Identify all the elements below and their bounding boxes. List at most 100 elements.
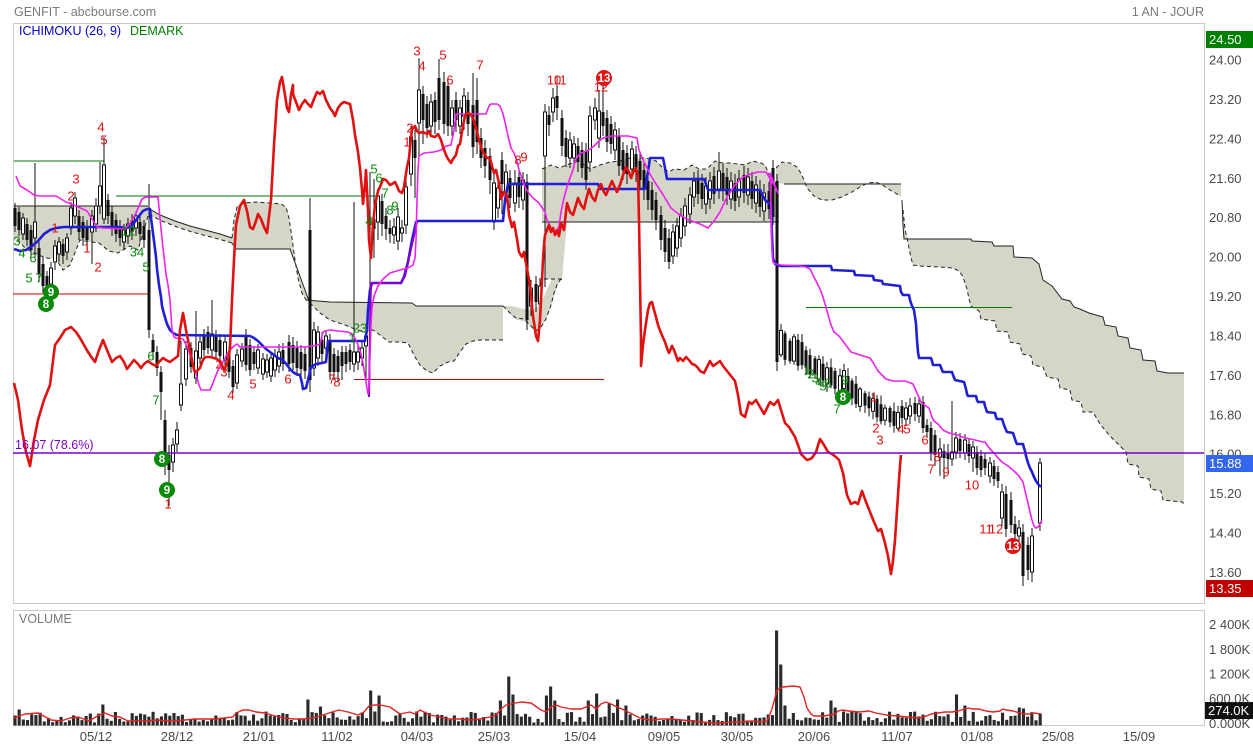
svg-text:01/08: 01/08 (961, 729, 994, 744)
svg-text:5: 5 (249, 377, 256, 392)
svg-text:3: 3 (72, 172, 79, 187)
svg-text:4: 4 (97, 120, 104, 135)
svg-text:11: 11 (553, 73, 567, 88)
svg-text:15/09: 15/09 (1123, 729, 1156, 744)
svg-text:18.40: 18.40 (1209, 328, 1242, 343)
svg-text:11/07: 11/07 (881, 729, 913, 744)
svg-text:1 200K: 1 200K (1209, 667, 1251, 682)
svg-text:7: 7 (381, 186, 388, 201)
svg-text:05/12: 05/12 (80, 729, 113, 744)
svg-text:5: 5 (370, 162, 377, 177)
svg-text:4: 4 (18, 246, 25, 261)
svg-text:8: 8 (333, 375, 340, 390)
svg-text:274.0K: 274.0K (1208, 703, 1250, 718)
svg-text:9: 9 (841, 373, 848, 388)
svg-text:1: 1 (51, 221, 58, 236)
svg-text:2: 2 (872, 421, 879, 436)
svg-text:3: 3 (220, 365, 227, 380)
svg-text:7: 7 (35, 271, 42, 286)
svg-text:15/04: 15/04 (564, 729, 597, 744)
svg-text:7: 7 (833, 402, 840, 417)
svg-text:DEMARK: DEMARK (130, 24, 184, 38)
svg-text:3: 3 (413, 44, 420, 59)
svg-text:8: 8 (514, 153, 521, 168)
svg-text:23: 23 (353, 321, 367, 336)
svg-text:2: 2 (215, 357, 222, 372)
svg-text:9: 9 (520, 150, 527, 165)
svg-text:15.20: 15.20 (1209, 486, 1242, 501)
svg-text:7: 7 (927, 462, 934, 477)
svg-text:20/06: 20/06 (798, 729, 831, 744)
svg-text:28/12: 28/12 (161, 729, 194, 744)
svg-text:VOLUME: VOLUME (19, 612, 72, 626)
svg-text:8: 8 (159, 454, 166, 466)
svg-text:2: 2 (807, 367, 814, 382)
svg-text:12: 12 (989, 522, 1003, 537)
svg-text:21/01: 21/01 (243, 729, 276, 744)
svg-text:09/05: 09/05 (648, 729, 681, 744)
svg-text:10: 10 (965, 478, 979, 493)
svg-text:5: 5 (25, 271, 32, 286)
svg-text:6: 6 (824, 376, 831, 391)
svg-text:6: 6 (29, 251, 36, 266)
svg-text:5: 5 (903, 422, 910, 437)
svg-text:3: 3 (13, 234, 20, 249)
svg-text:0.000K: 0.000K (1209, 716, 1251, 731)
svg-text:6: 6 (446, 73, 453, 88)
svg-text:3: 3 (811, 371, 818, 386)
svg-text:24.00: 24.00 (1209, 53, 1242, 68)
svg-text:9: 9 (48, 287, 54, 299)
svg-text:2 400K: 2 400K (1209, 617, 1251, 632)
svg-text:20.80: 20.80 (1209, 210, 1242, 225)
svg-text:6: 6 (921, 433, 928, 448)
svg-text:1: 1 (83, 241, 90, 256)
svg-text:4: 4 (815, 375, 822, 390)
svg-text:2: 2 (94, 260, 101, 275)
svg-text:13: 13 (1007, 541, 1020, 553)
svg-text:4: 4 (365, 214, 372, 229)
svg-text:12: 12 (121, 224, 135, 239)
svg-text:25/08: 25/08 (1042, 729, 1075, 744)
svg-text:13.35: 13.35 (1209, 581, 1242, 596)
svg-text:17.60: 17.60 (1209, 368, 1242, 383)
svg-text:19.20: 19.20 (1209, 289, 1242, 304)
svg-text:4: 4 (227, 388, 234, 403)
svg-text:16.80: 16.80 (1209, 407, 1242, 422)
svg-text:8: 8 (43, 299, 50, 311)
svg-text:10: 10 (547, 73, 561, 88)
svg-text:1 AN - JOUR: 1 AN - JOUR (1132, 5, 1204, 19)
svg-text:4: 4 (897, 422, 904, 437)
svg-text:34: 34 (130, 245, 144, 260)
svg-text:6: 6 (375, 171, 382, 186)
svg-text:25/03: 25/03 (478, 729, 511, 744)
svg-text:8: 8 (386, 203, 393, 218)
svg-text:5: 5 (142, 260, 149, 275)
svg-text:2: 2 (67, 189, 74, 204)
svg-text:2: 2 (406, 121, 413, 136)
svg-text:4: 4 (418, 59, 425, 74)
svg-text:1: 1 (870, 390, 877, 405)
svg-text:6: 6 (284, 372, 291, 387)
svg-text:7: 7 (152, 393, 159, 408)
svg-text:1: 1 (403, 135, 410, 150)
svg-text:1: 1 (803, 363, 810, 378)
svg-text:GENFIT - abcbourse.com: GENFIT - abcbourse.com (14, 5, 156, 19)
svg-text:11/02: 11/02 (321, 729, 353, 744)
svg-text:21.60: 21.60 (1209, 171, 1242, 186)
svg-text:22.40: 22.40 (1209, 131, 1242, 146)
svg-text:5: 5 (439, 48, 446, 63)
svg-text:600.0K: 600.0K (1209, 691, 1251, 706)
svg-text:9: 9 (391, 199, 398, 214)
svg-text:1 800K: 1 800K (1209, 642, 1251, 657)
svg-text:7: 7 (328, 372, 335, 387)
svg-text:7: 7 (476, 58, 483, 73)
svg-text:1: 1 (348, 331, 355, 346)
svg-text:3: 3 (876, 433, 883, 448)
svg-text:8: 8 (840, 392, 847, 404)
svg-text:15.88: 15.88 (1209, 456, 1242, 471)
svg-text:04/03: 04/03 (401, 729, 434, 744)
svg-text:23.20: 23.20 (1209, 92, 1242, 107)
svg-text:1: 1 (164, 497, 171, 512)
svg-text:14.40: 14.40 (1209, 526, 1242, 541)
svg-text:8: 8 (933, 450, 940, 465)
